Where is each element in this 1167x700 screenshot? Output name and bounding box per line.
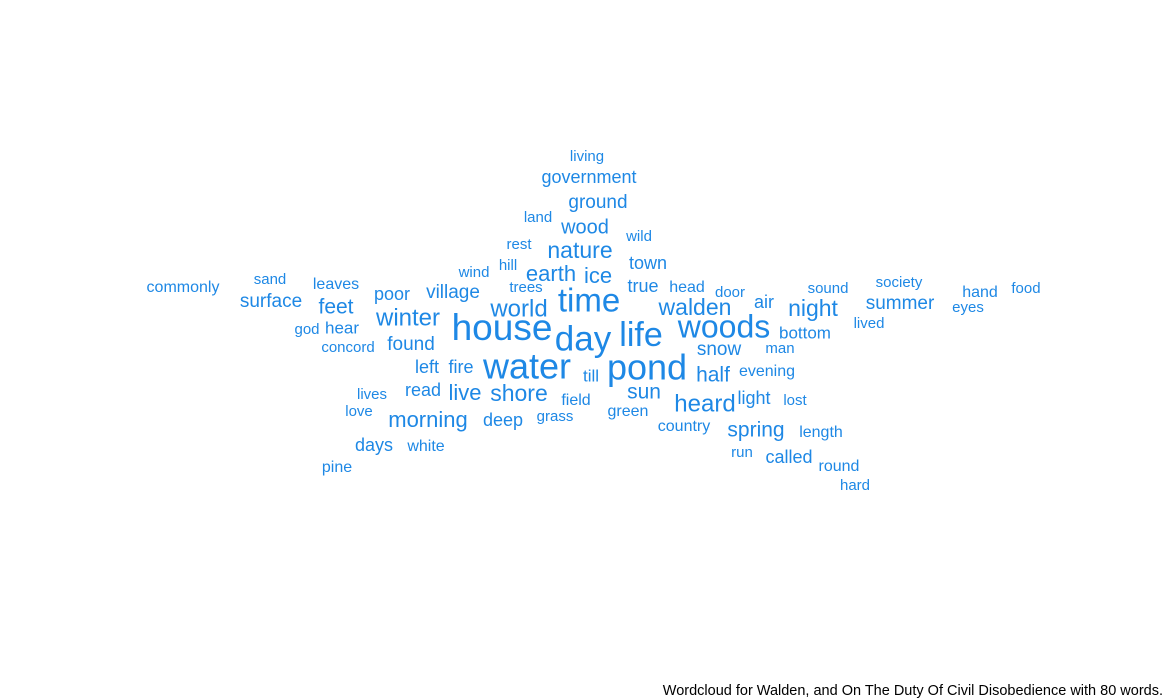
word-land: land [524, 209, 552, 226]
word-time: time [558, 282, 620, 319]
chart-caption: Wordcloud for Walden, and On The Duty Of… [662, 683, 1163, 699]
word-green: green [608, 403, 649, 420]
word-village: village [426, 282, 480, 303]
word-sand: sand [254, 271, 287, 288]
word-sound: sound [808, 280, 849, 297]
word-pine: pine [322, 459, 352, 476]
word-true: true [627, 276, 658, 296]
word-white: white [406, 438, 444, 455]
word-lived: lived [854, 315, 885, 332]
word-earth: earth [526, 261, 576, 286]
word-round: round [819, 458, 860, 475]
word-field: field [561, 392, 590, 409]
word-lost: lost [783, 392, 807, 409]
word-morning: morning [388, 407, 467, 432]
word-water: water [482, 346, 571, 387]
word-day: day [555, 319, 612, 358]
word-shore: shore [490, 380, 548, 406]
word-left: left [415, 357, 439, 377]
word-government: government [541, 167, 636, 187]
word-snow: snow [697, 339, 742, 360]
word-spring: spring [727, 419, 784, 442]
word-deep: deep [483, 410, 523, 430]
word-air: air [754, 292, 774, 312]
word-wild: wild [625, 228, 652, 245]
word-winter: winter [375, 304, 440, 331]
word-trees: trees [509, 279, 542, 296]
word-called: called [765, 447, 812, 467]
word-wind: wind [458, 264, 490, 281]
word-surface: surface [240, 291, 302, 312]
word-hand: hand [962, 284, 998, 301]
word-country: country [658, 418, 710, 435]
word-found: found [387, 334, 435, 355]
word-lives: lives [357, 386, 387, 403]
word-concord: concord [321, 339, 374, 356]
word-society: society [876, 274, 923, 291]
word-head: head [669, 279, 705, 296]
word-leaves: leaves [313, 276, 359, 293]
word-house: house [452, 307, 553, 348]
word-hear: hear [325, 318, 359, 337]
word-door: door [715, 284, 745, 301]
word-feet: feet [318, 296, 353, 319]
word-rest: rest [506, 236, 532, 253]
word-god: god [294, 321, 319, 338]
word-summer: summer [866, 293, 935, 314]
word-sun: sun [627, 381, 661, 404]
word-love: love [345, 403, 373, 420]
word-bottom: bottom [779, 323, 831, 342]
word-poor: poor [374, 284, 410, 304]
word-read: read [405, 380, 441, 400]
word-length: length [799, 424, 843, 441]
word-hill: hill [499, 257, 517, 274]
word-half: half [696, 364, 730, 387]
word-food: food [1011, 280, 1040, 297]
word-heard: heard [674, 390, 735, 417]
word-ice: ice [584, 263, 612, 288]
word-walden: walden [658, 294, 732, 320]
word-till: till [583, 366, 599, 385]
word-hard: hard [840, 477, 870, 494]
word-woods: woods [677, 308, 771, 344]
word-world: world [489, 295, 547, 322]
word-pond: pond [607, 347, 687, 388]
word-man: man [765, 340, 794, 357]
word-night: night [788, 295, 838, 321]
word-run: run [731, 444, 753, 461]
word-town: town [629, 253, 667, 273]
word-life: life [619, 316, 662, 354]
word-evening: evening [739, 363, 795, 380]
word-grass: grass [537, 408, 574, 425]
word-ground: ground [568, 192, 627, 213]
word-days: days [355, 435, 393, 455]
word-living: living [570, 148, 604, 165]
word-nature: nature [547, 237, 612, 263]
word-wood: wood [560, 216, 609, 238]
word-light: light [737, 388, 770, 408]
word-live: live [448, 380, 481, 405]
word-commonly: commonly [147, 279, 220, 296]
word-fire: fire [448, 357, 473, 377]
word-eyes: eyes [952, 299, 984, 316]
